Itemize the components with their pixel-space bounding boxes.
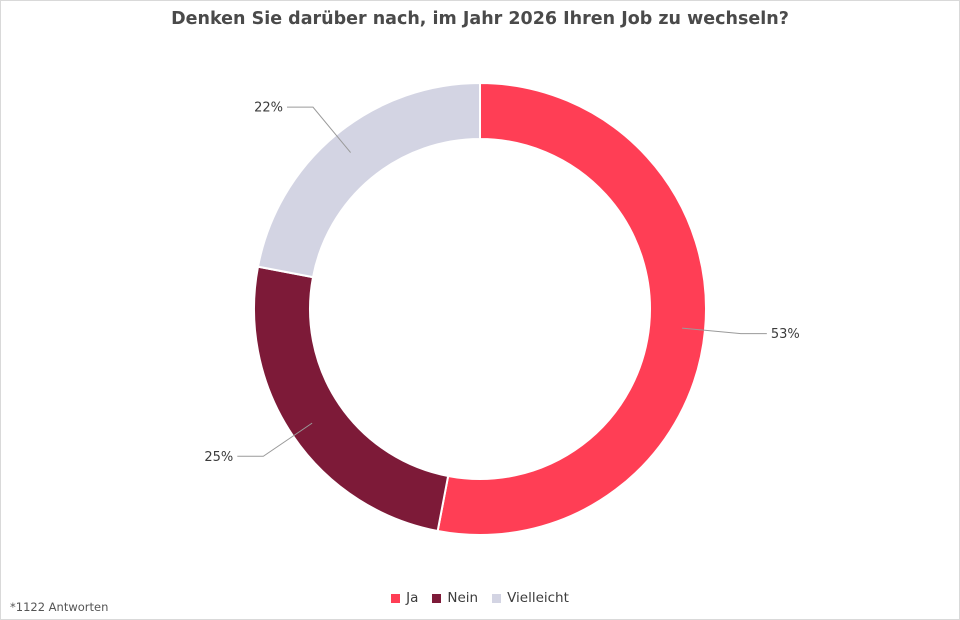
data-label-vielleicht: 22% [254, 101, 283, 116]
legend-label-ja: Ja [406, 590, 419, 606]
slice-nein[interactable] [253, 265, 450, 533]
data-label-nein: 25% [204, 450, 233, 465]
legend-label-vielleicht: Vielleicht [507, 590, 569, 606]
leader-line-vielleicht [286, 106, 351, 153]
slice-ja[interactable] [436, 81, 707, 536]
slice-vielleicht[interactable] [256, 81, 481, 279]
legend-swatch-ja [391, 593, 401, 603]
leader-line-nein [237, 422, 313, 457]
legend-item-vielleicht[interactable]: Vielleicht [492, 590, 569, 606]
legend-item-ja[interactable]: Ja [391, 590, 418, 606]
legend-swatch-vielleicht [492, 593, 502, 603]
chart-title: Denken Sie darüber nach, im Jahr 2026 Ih… [171, 9, 789, 29]
data-label-ja: 53% [771, 327, 800, 342]
leader-line-ja [682, 327, 767, 335]
legend-item-nein[interactable]: Nein [432, 590, 478, 606]
legend-swatch-nein [432, 593, 442, 603]
legend: Ja Nein Vielleicht [0, 590, 960, 606]
footnote: *1122 Antworten [10, 600, 109, 614]
legend-label-nein: Nein [447, 590, 479, 606]
